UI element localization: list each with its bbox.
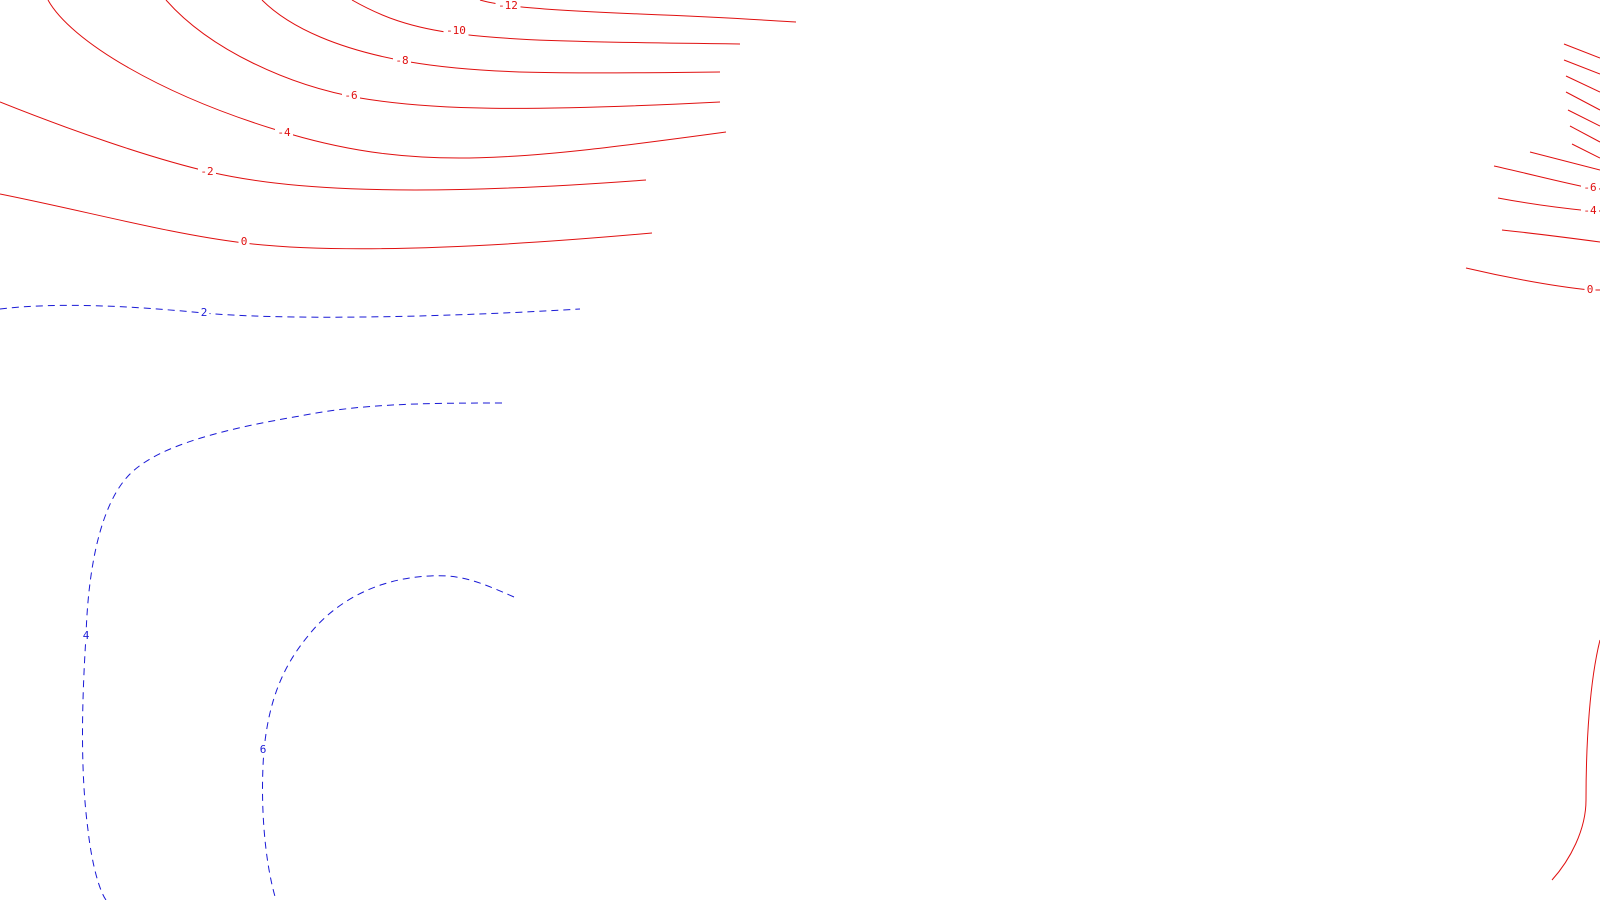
contour-label-background [198, 166, 216, 178]
contour-line-fragment [1551, 639, 1600, 881]
contour-label-background [238, 236, 250, 248]
contour-line-fragment [1571, 143, 1600, 159]
contour-line [0, 304, 581, 318]
contour-label: 2 [201, 306, 208, 319]
contour-label-background [443, 25, 469, 37]
contour-line-fragment [1565, 91, 1600, 111]
contour-label-background [275, 127, 293, 139]
contour-line-fragment [1563, 43, 1600, 59]
contour-line-fragment [1501, 229, 1600, 243]
contour-line [261, 0, 721, 74]
contour-line [479, 0, 797, 23]
contour-line [165, 0, 721, 109]
contour-label: 4 [83, 629, 90, 642]
contour-line-fragment [1569, 125, 1600, 143]
contour-line [0, 101, 647, 191]
contour-line-fragment [1567, 109, 1600, 127]
contour-line [47, 0, 727, 159]
contour-line [262, 575, 515, 900]
contour-line-fragment [1565, 75, 1600, 93]
contour-label: -8 [395, 54, 408, 67]
contour-label-background [80, 630, 92, 642]
contour-line [1465, 267, 1600, 291]
contour-label-background [198, 307, 210, 319]
contour-label-background [393, 55, 411, 67]
contour-label: -2 [200, 165, 213, 178]
contour-line [351, 0, 741, 45]
contour-label-background [1581, 205, 1599, 217]
contour-label: -6 [1583, 181, 1596, 194]
contour-line-fragment [1563, 59, 1600, 75]
contour-label: -4 [1583, 204, 1597, 217]
contour-label: -4 [277, 126, 291, 139]
contour-label: -10 [446, 24, 466, 37]
contour-label-background [342, 90, 360, 102]
contour-line-fragment [1529, 151, 1600, 171]
contour-label-background [257, 744, 269, 756]
contour-label: 0 [1587, 283, 1594, 296]
contour-label: 6 [260, 743, 267, 756]
contour-label-background [495, 0, 521, 12]
contour-label: 0 [241, 235, 248, 248]
contour-label-background [1584, 284, 1596, 296]
contour-label-background [1581, 182, 1599, 194]
contour-label: -12 [498, 0, 518, 12]
contour-line [82, 402, 503, 900]
contour-line [0, 193, 653, 250]
contour-label: -6 [344, 89, 357, 102]
